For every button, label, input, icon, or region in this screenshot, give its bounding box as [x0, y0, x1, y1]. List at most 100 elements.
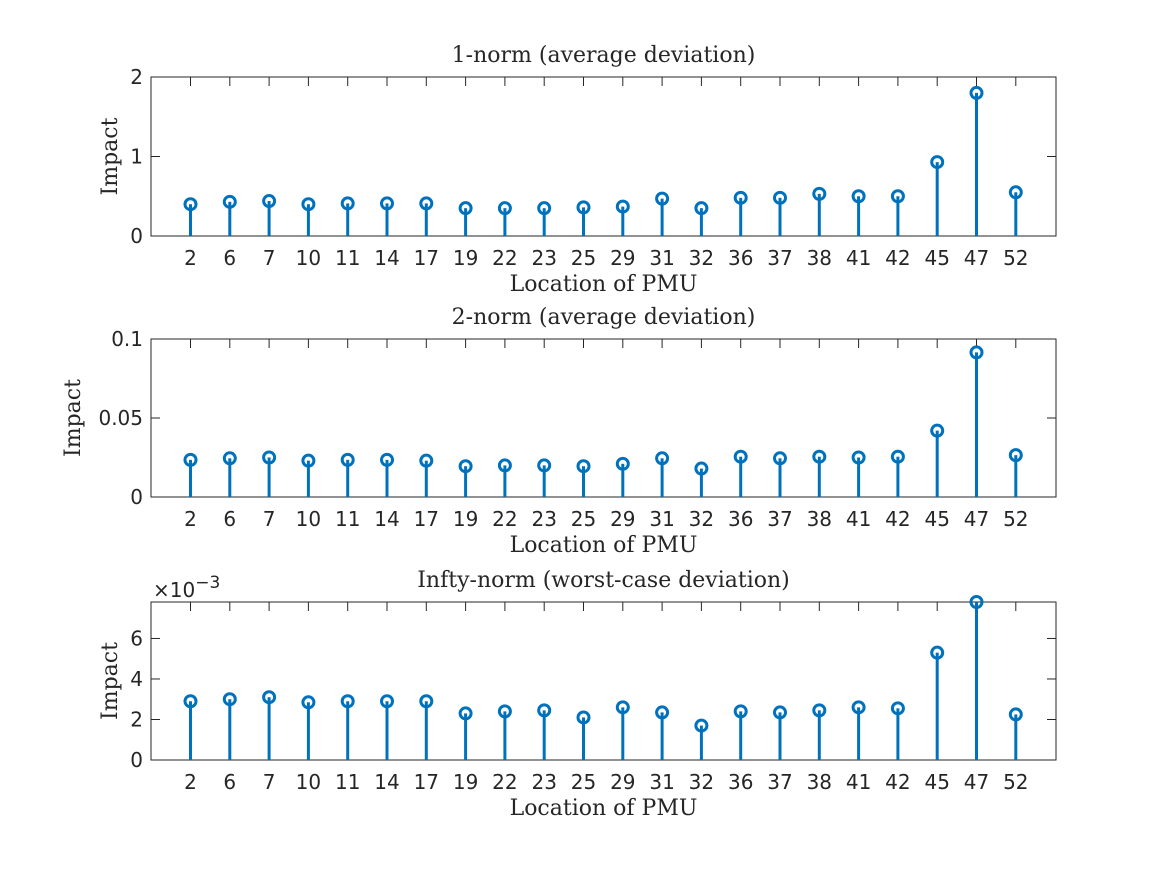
chart-title: Infty-norm (worst-case deviation): [417, 568, 790, 593]
x-tick-label: 37: [767, 770, 792, 794]
x-tick-label: 10: [296, 770, 321, 794]
stem-marker: [969, 345, 984, 360]
chart-title: 1-norm (average deviation): [452, 43, 756, 68]
plot-area-frame: [150, 601, 1057, 761]
stem-marker: [812, 186, 827, 201]
chart-panel-2: 2-norm (average deviation) 0 0.05 0.1 Impact…: [61, 305, 1057, 558]
x-tick-label: 2: [184, 246, 197, 270]
x-tick-label: 36: [728, 246, 753, 270]
x-tick-label: 29: [610, 246, 635, 270]
stem-marker: [301, 197, 316, 212]
x-tick-label: 32: [689, 507, 714, 531]
x-tick-label: 11: [335, 246, 360, 270]
x-tick-label: 42: [885, 246, 910, 270]
x-tick-label: 25: [571, 246, 596, 270]
stem-marker: [183, 197, 198, 212]
stem-marker: [655, 451, 670, 466]
stem-marker: [1008, 185, 1023, 200]
y-tick-label: 0: [130, 485, 143, 509]
y-axis-exponent-base: ×10: [153, 578, 195, 602]
x-tick-label: 36: [728, 770, 753, 794]
stem-marker: [655, 191, 670, 206]
stem-marker: [497, 458, 512, 473]
stem-marker: [655, 705, 670, 720]
y-tick-label: 0.1: [111, 327, 143, 351]
stem-marker: [733, 704, 748, 719]
y-tick-label: 0.05: [98, 406, 143, 430]
x-tick-label: 22: [492, 507, 517, 531]
x-tick-label: 14: [374, 507, 399, 531]
stem-marker: [773, 451, 787, 466]
x-tick-label: 37: [767, 246, 792, 270]
x-tick-label: 36: [728, 507, 753, 531]
stem-marker: [537, 703, 552, 718]
x-tick-label: 37: [767, 507, 792, 531]
stem-marker: [694, 718, 709, 733]
x-tick-label: 7: [263, 507, 276, 531]
x-axis-label: Location of PMU: [510, 272, 698, 297]
x-tick-label: 31: [649, 246, 674, 270]
stem-marker: [890, 701, 905, 716]
x-tick-label: 19: [453, 246, 478, 270]
x-tick-label: 19: [453, 507, 478, 531]
y-tick-label: 0: [130, 224, 143, 248]
x-tick-label: 38: [807, 507, 832, 531]
stem-marker: [222, 194, 237, 209]
stem-marker: [183, 694, 198, 709]
x-tick-label: 6: [223, 770, 236, 794]
x-axis-label: Location of PMU: [510, 796, 698, 821]
stem-marker: [497, 704, 512, 719]
stem-marker: [733, 190, 748, 205]
stem-marker: [458, 459, 473, 474]
y-tick-label: 4: [130, 667, 143, 691]
x-tick-label: 29: [610, 770, 635, 794]
x-tick-label: 23: [531, 507, 556, 531]
x-axis-label: Location of PMU: [510, 533, 698, 558]
stem-marker: [380, 694, 394, 709]
stem-marker: [419, 196, 434, 211]
stem-marker: [930, 423, 945, 438]
x-tick-label: 32: [689, 246, 714, 270]
stem-marker: [301, 453, 316, 468]
x-tick-label: 41: [846, 770, 871, 794]
stem-marker: [340, 196, 355, 211]
x-tick-label: 2: [184, 770, 197, 794]
x-tick-label: 52: [1003, 246, 1028, 270]
x-tick-label: 45: [924, 770, 949, 794]
stem-marker: [890, 189, 905, 204]
stem-marker: [262, 450, 277, 465]
x-tick-label: 23: [531, 246, 556, 270]
x-tick-label: 6: [223, 246, 236, 270]
y-axis-label: Impact: [61, 379, 86, 457]
x-tick-label: 11: [335, 770, 360, 794]
stem-marker: [537, 201, 552, 216]
stem-marker: [969, 595, 984, 609]
chart-title: 2-norm (average deviation): [452, 305, 756, 330]
x-tick-label: 14: [374, 770, 399, 794]
stem-marker: [773, 705, 787, 720]
x-tick-label: 31: [649, 770, 674, 794]
x-tick-label: 11: [335, 507, 360, 531]
x-tick-label: 19: [453, 770, 478, 794]
x-tick-label: 45: [924, 246, 949, 270]
x-tick-label: 6: [223, 507, 236, 531]
y-axis-exponent: ×10−3: [153, 573, 220, 602]
chart-panel-1: 1-norm (average deviation) 0 1 2 Impact 2 6 7 10…: [98, 43, 1057, 297]
stem-marker: [380, 196, 394, 211]
stem-marker: [576, 710, 591, 725]
x-tick-label: 41: [846, 507, 871, 531]
stem-marker: [537, 458, 552, 473]
y-axis-exponent-power: −3: [195, 573, 220, 593]
stem-marker: [812, 703, 827, 718]
stem-marker: [340, 694, 355, 709]
stem-marker: [183, 452, 198, 467]
x-tick-label: 14: [374, 246, 399, 270]
x-tick-label: 25: [571, 770, 596, 794]
stem-marker: [615, 456, 630, 471]
stem-marker: [615, 700, 630, 715]
plot-area-frame: [150, 76, 1057, 237]
stem-marker: [930, 645, 945, 660]
stem-marker: [930, 155, 945, 170]
x-tick-label: 10: [296, 246, 321, 270]
x-tick-label: 7: [263, 770, 276, 794]
